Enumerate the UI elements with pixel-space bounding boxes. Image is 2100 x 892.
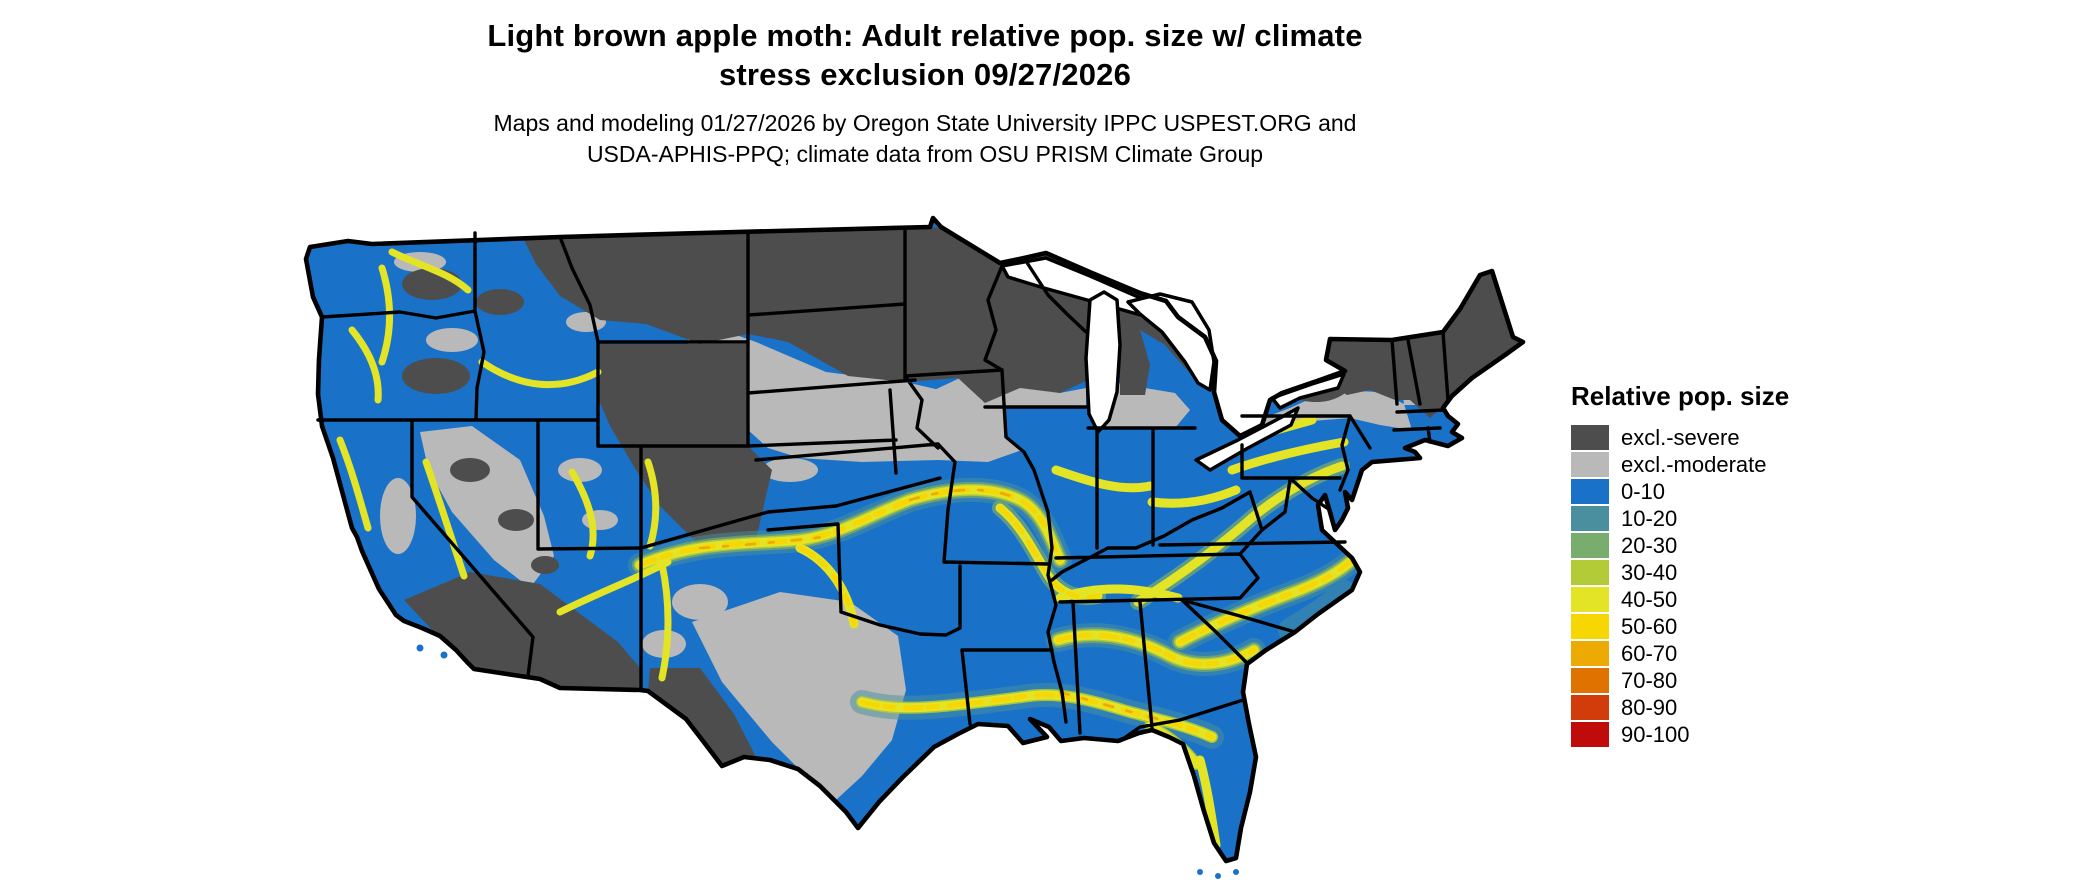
legend-swatch-20-30 — [1571, 533, 1609, 558]
severe-central-oregon — [402, 358, 470, 394]
legend-label: 30-40 — [1621, 559, 1678, 585]
title-line-2: stress exclusion 09/27/2026 — [718, 57, 1132, 92]
legend-label: 10-20 — [1621, 505, 1678, 531]
severe-north-tier — [522, 227, 1088, 403]
figure-subtitle: Maps and modeling 01/27/2026 by Oregon S… — [0, 108, 1850, 170]
lake-huron — [1126, 292, 1216, 392]
legend-label: 80-90 — [1621, 694, 1678, 720]
great-lakes — [1000, 256, 1346, 472]
legend-swatch-excl-moderate — [1571, 452, 1609, 477]
severe-e-washington-2 — [476, 289, 524, 315]
legend-label: 0-10 — [1621, 478, 1666, 504]
legend-label: 20-30 — [1621, 532, 1678, 558]
figure-title: Light brown apple moth: Adult relative p… — [0, 16, 1850, 94]
legend-swatch-70-80 — [1571, 668, 1609, 693]
legend-label: 90-100 — [1621, 721, 1690, 747]
legend-swatch-80-90 — [1571, 695, 1609, 720]
severe-az-southwest — [404, 572, 640, 690]
legend-label: 40-50 — [1621, 586, 1678, 612]
severe-nv-1 — [450, 458, 490, 482]
legend-swatch-30-40 — [1571, 560, 1609, 585]
state-borders — [316, 228, 1450, 743]
severe-nv-3 — [531, 556, 559, 574]
moderate-ks-west — [762, 458, 818, 482]
band-yellow-west — [336, 248, 672, 682]
coastline-outline — [303, 215, 1526, 864]
legend-title: Relative pop. size — [1571, 381, 1790, 411]
legend-label: 60-70 — [1621, 640, 1678, 666]
legend-row: 20-30 — [1571, 533, 1891, 558]
moderate-plains — [688, 318, 1022, 462]
legend-row: 60-70 — [1571, 641, 1891, 666]
moderate-ut-1 — [558, 458, 602, 482]
moderate-new-york — [1240, 390, 1412, 452]
legend-swatch-excl-severe — [1571, 425, 1609, 450]
legend-row: 50-60 — [1571, 614, 1891, 639]
offshore-islands — [416, 644, 1239, 879]
legend-row: 80-90 — [1571, 695, 1891, 720]
florida-key-2 — [1215, 873, 1221, 879]
legend-row: 0-10 — [1571, 479, 1891, 504]
florida-key-3 — [1233, 869, 1239, 875]
legend-swatch-90-100 — [1571, 722, 1609, 747]
subtitle-line-2: USDA-APHIS-PPQ; climate data from OSU PR… — [586, 141, 1264, 167]
moderate-ca-valley — [380, 478, 416, 554]
subtitle-line-1: Maps and modeling 01/27/2026 by Oregon S… — [493, 110, 1357, 136]
legend-row: 30-40 — [1571, 560, 1891, 585]
moderate-texas — [692, 592, 906, 800]
legend-label: 50-60 — [1621, 613, 1678, 639]
legend-row: 10-20 — [1571, 506, 1891, 531]
severe-west-texas — [648, 668, 756, 766]
florida-key-1 — [1197, 869, 1203, 875]
legend-row: 70-80 — [1571, 668, 1891, 693]
legend-swatch-50-60 — [1571, 614, 1609, 639]
legend-row: 90-100 — [1571, 722, 1891, 747]
legend-label: excl.-severe — [1621, 424, 1740, 450]
lake-michigan — [1084, 290, 1122, 434]
legend: Relative pop. size excl.-severe excl.-mo… — [1571, 381, 1891, 749]
moderate-nm-1 — [672, 584, 728, 620]
legend-swatch-10-20 — [1571, 506, 1609, 531]
moderate-upper-midwest — [930, 378, 1086, 420]
moderate-or-1 — [426, 328, 478, 352]
severe-nv-2 — [498, 509, 534, 531]
channel-island-2 — [440, 651, 448, 659]
legend-row: excl.-moderate — [1571, 452, 1891, 477]
channel-island-1 — [416, 644, 424, 652]
legend-label: 70-80 — [1621, 667, 1678, 693]
legend-swatch-0-10 — [1571, 479, 1609, 504]
legend-label: excl.-moderate — [1621, 451, 1767, 477]
legend-swatch-60-70 — [1571, 641, 1609, 666]
legend-swatch-40-50 — [1571, 587, 1609, 612]
title-line-1: Light brown apple moth: Adult relative p… — [487, 18, 1363, 53]
legend-row: excl.-severe — [1571, 425, 1891, 450]
legend-row: 40-50 — [1571, 587, 1891, 612]
